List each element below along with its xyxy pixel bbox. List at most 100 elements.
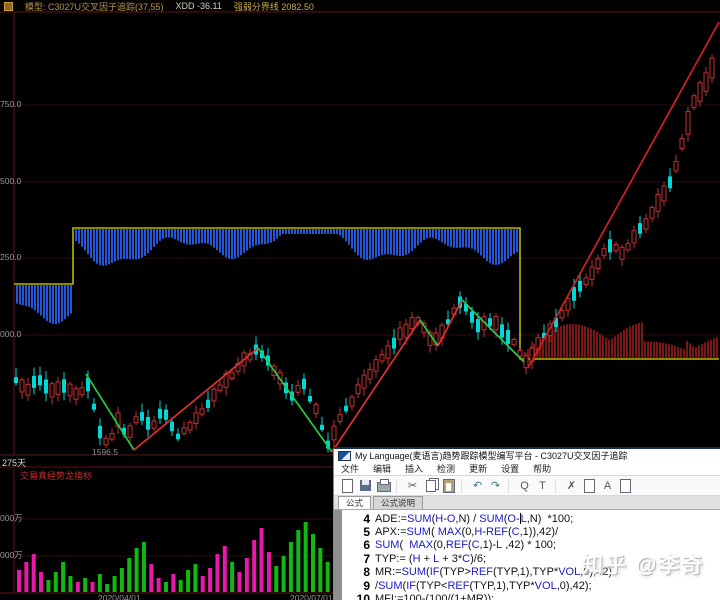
candle-body-down: [164, 409, 168, 420]
candle-body-down: [470, 311, 474, 323]
candle-body-down: [476, 319, 480, 333]
save-icon[interactable]: [358, 478, 373, 493]
tab-formula-help[interactable]: 公式说明: [373, 496, 424, 509]
price-axis-label: 250.0: [0, 252, 22, 262]
indicator-title: 交易真经势龙指标: [20, 471, 93, 481]
volume-bar: [39, 572, 44, 592]
code-keyword: L: [520, 512, 527, 525]
cut-icon[interactable]: ✂: [407, 480, 418, 492]
trend-line: [461, 299, 525, 363]
candle-body-up: [349, 396, 355, 407]
menu-item-6[interactable]: 帮助: [533, 464, 552, 474]
copy-icon[interactable]: [423, 478, 438, 493]
report-icon[interactable]: [618, 478, 633, 493]
print-icon[interactable]: [376, 478, 391, 493]
volume-bar: [259, 528, 264, 592]
print-icon-shape: [376, 479, 391, 492]
code-keyword: IF: [406, 579, 416, 592]
new-file-icon-shape: [342, 478, 353, 493]
candle-body-up: [397, 327, 403, 340]
editor-tab-row: 公式 公式说明: [334, 496, 720, 509]
line-number: 9: [363, 578, 370, 593]
volume-bar: [141, 542, 146, 592]
code-keyword: C: [471, 539, 480, 552]
code-text: -: [515, 512, 520, 525]
volume-bar: [244, 558, 249, 592]
text-tool-icon[interactable]: T: [539, 479, 546, 492]
code-text: + 3*: [439, 552, 463, 565]
candle-body-up: [649, 206, 655, 219]
toolbar-separator: [555, 478, 561, 493]
paste-icon-shape: [442, 478, 455, 493]
code-keyword: C: [511, 526, 520, 539]
editor-window-title: My Language(麦语言)趋势跟踪模型编写平台 - C3027U交叉因子追…: [355, 451, 628, 461]
volume-bar: [171, 574, 176, 592]
new-file-icon[interactable]: [340, 478, 355, 493]
candle-body-down: [392, 337, 396, 349]
code-editor-area[interactable]: 4 ADE:= SUM(H - O ,N) / SUM(O - L ,N) *100; 5 APX:…: [334, 509, 720, 600]
candle-body-down: [344, 405, 348, 412]
volume-bar: [288, 542, 293, 592]
paste-icon[interactable]: [441, 478, 456, 493]
volume-bar: [75, 582, 80, 592]
code-text: ,1)),42)/: [519, 526, 559, 539]
menu-item-2[interactable]: 插入: [405, 464, 424, 474]
code-keyword: MAX: [437, 526, 462, 539]
volume-bar: [186, 570, 191, 592]
export-icon[interactable]: [582, 478, 597, 493]
volume-bar: [119, 568, 124, 592]
menu-item-1[interactable]: 编辑: [373, 464, 392, 474]
code-text: (: [402, 579, 407, 592]
code-keyword: C: [462, 552, 471, 565]
redo-icon[interactable]: ↷: [490, 480, 501, 492]
watermark-zhihu: 知乎 @李奇: [582, 554, 705, 577]
menu-item-0[interactable]: 文件: [341, 464, 360, 474]
code-keyword: SUM: [378, 579, 403, 592]
price-axis-label: 000.0: [0, 329, 22, 339]
volume-bar: [311, 534, 315, 592]
candle-body-up: [193, 412, 199, 424]
candle-body-up: [331, 425, 337, 441]
code-text: ,1)-: [479, 539, 497, 552]
candle-body-up: [625, 243, 631, 251]
delete-icon[interactable]: ✗: [566, 480, 577, 492]
candle-body-up: [691, 95, 697, 108]
spellcheck-icon[interactable]: A: [603, 479, 612, 492]
copy-icon-shape: [425, 479, 436, 492]
model-label: 模型: C3027U交叉因子追踪(37,55): [25, 1, 164, 12]
code-text: ADE:=: [375, 512, 408, 525]
menu-item-3[interactable]: 检测: [437, 464, 456, 474]
candle-body-up: [613, 243, 619, 252]
volume-bar: [237, 572, 242, 592]
search-icon[interactable]: Q: [520, 479, 529, 492]
signal-step-line: [14, 227, 719, 360]
code-line-10: 10 MFI:=100-(100/(1+MR));: [344, 592, 720, 600]
candle-body-down: [62, 379, 66, 393]
undo-icon[interactable]: ↶: [472, 480, 483, 492]
candle-body-up: [661, 185, 667, 202]
code-text: (: [467, 539, 472, 552]
editor-title-bar[interactable]: My Language(麦语言)趋势跟踪模型编写平台 - C3027U交叉因子追…: [334, 449, 720, 462]
trend-line: [331, 319, 421, 453]
tab-formula[interactable]: 公式: [338, 496, 372, 509]
candle-body-up: [523, 355, 529, 369]
code-keyword: L: [433, 552, 440, 565]
candle-body-up: [409, 317, 415, 330]
code-keyword: H: [474, 526, 483, 539]
candle-body-down: [464, 304, 468, 312]
candle-body-up: [49, 383, 55, 398]
volume-bar: [149, 564, 154, 592]
volume-bar: [46, 580, 51, 592]
code-keyword: VOL: [534, 579, 557, 592]
menu-item-4[interactable]: 更新: [469, 464, 488, 474]
menu-item-5[interactable]: 设置: [501, 464, 520, 474]
volume-bar: [61, 562, 66, 592]
code-lines: 4 ADE:= SUM(H - O ,N) / SUM(O - L ,N) *100; 5 APX:…: [344, 512, 720, 600]
candle-body-up: [655, 193, 661, 212]
volume-bar: [53, 572, 58, 592]
candle-body-up: [493, 315, 499, 331]
code-line-8: 8 MR:= SUM(IF (TYP> REF (TYP,1),TYP* VOL ,0),42…: [344, 565, 720, 579]
volume-bar: [215, 554, 220, 592]
candle-body-down: [38, 375, 42, 386]
breakpoint-gutter[interactable]: [334, 510, 342, 600]
